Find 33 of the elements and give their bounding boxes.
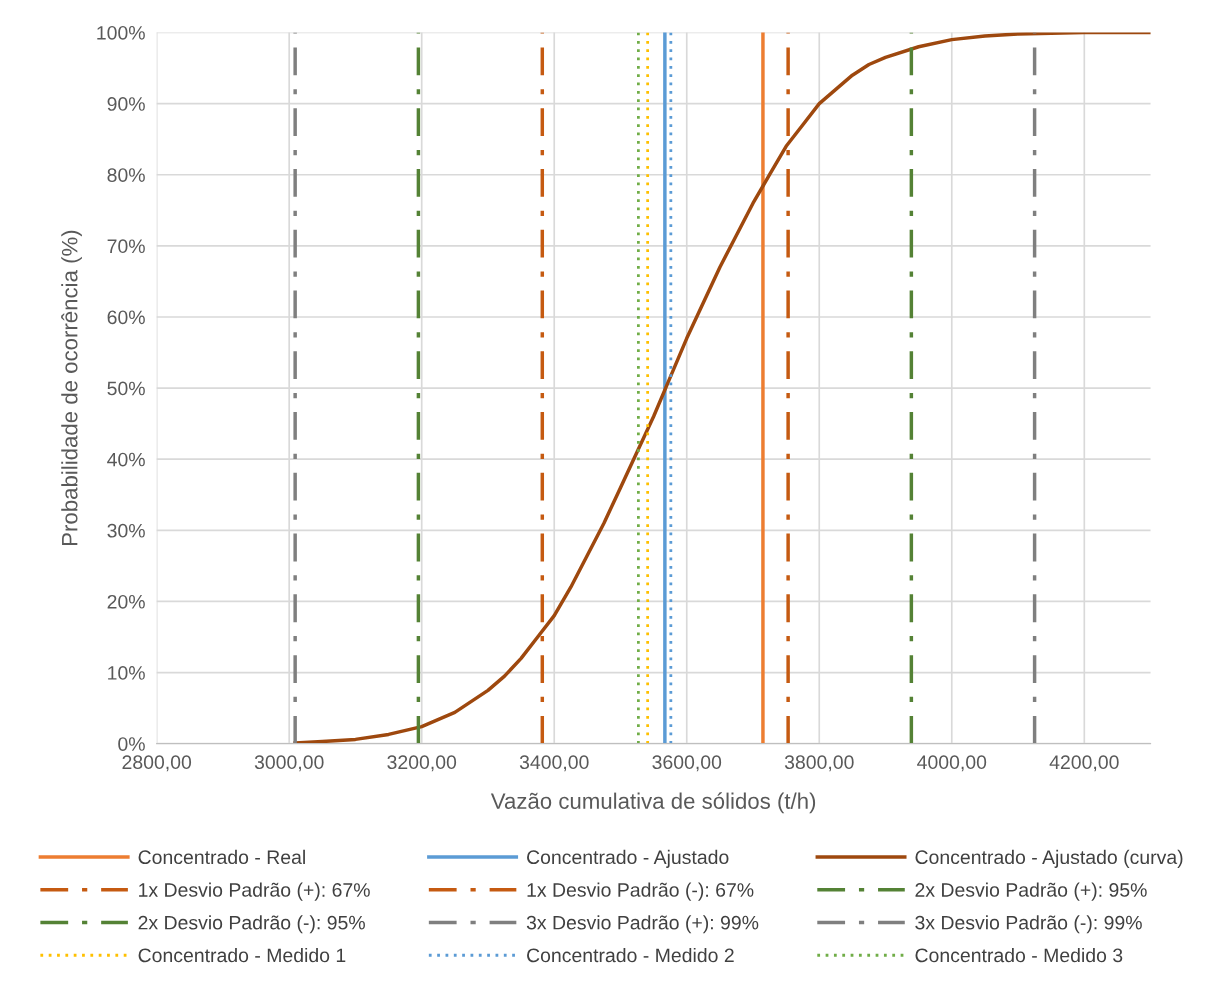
legend-label: 1x Desvio Padrão (+): 67% [139,882,370,901]
y-tick-label: 30% [107,523,145,538]
y-tick-label: 60% [107,310,145,325]
x-tick-label: 2800,00 [122,755,192,772]
y-tick-label: 70% [107,239,145,254]
y-axis-title: Probabilidade de ocorrência (%) [61,230,82,545]
legend-label: Concentrado - Medido 3 [915,947,1123,963]
x-tick-label: 3800,00 [784,755,854,772]
legend-label: 1x Desvio Padrão (-): 67% [527,882,754,901]
legend-label: 2x Desvio Padrão (+): 95% [915,882,1147,901]
y-tick-label: 0% [118,737,145,751]
y-tick-label: 20% [107,594,145,609]
x-tick-label: 3200,00 [387,755,457,772]
legend-label: Concentrado - Ajustado (curva) [915,849,1183,868]
y-tick-label: 40% [107,452,145,467]
legend-label: Concentrado - Real [138,849,305,865]
x-tick-label: 4000,00 [917,755,987,772]
legend-label: 3x Desvio Padrão (-): 99% [915,915,1142,934]
x-axis-title: Vazão cumulativa de sólidos (t/h) [490,792,816,814]
y-tick-label: 100% [97,25,145,40]
legend-label: 3x Desvio Padrão (+): 99% [526,915,759,934]
x-tick-label: 3600,00 [652,755,722,772]
x-tick-label: 3400,00 [519,755,589,772]
x-tick-label: 4200,00 [1049,755,1119,772]
legend-label: Concentrado - Ajustado [527,849,729,868]
y-tick-label: 90% [107,97,145,111]
y-tick-label: 80% [107,168,145,182]
x-tick-label: 3000,00 [254,755,324,772]
y-tick-label: 50% [107,381,145,396]
legend-label: Concentrado - Medido 2 [527,947,734,963]
y-tick-label: 10% [108,666,145,680]
legend-label: 2x Desvio Padrão (-): 95% [138,915,365,934]
legend-label: Concentrado - Medido 1 [138,947,346,963]
